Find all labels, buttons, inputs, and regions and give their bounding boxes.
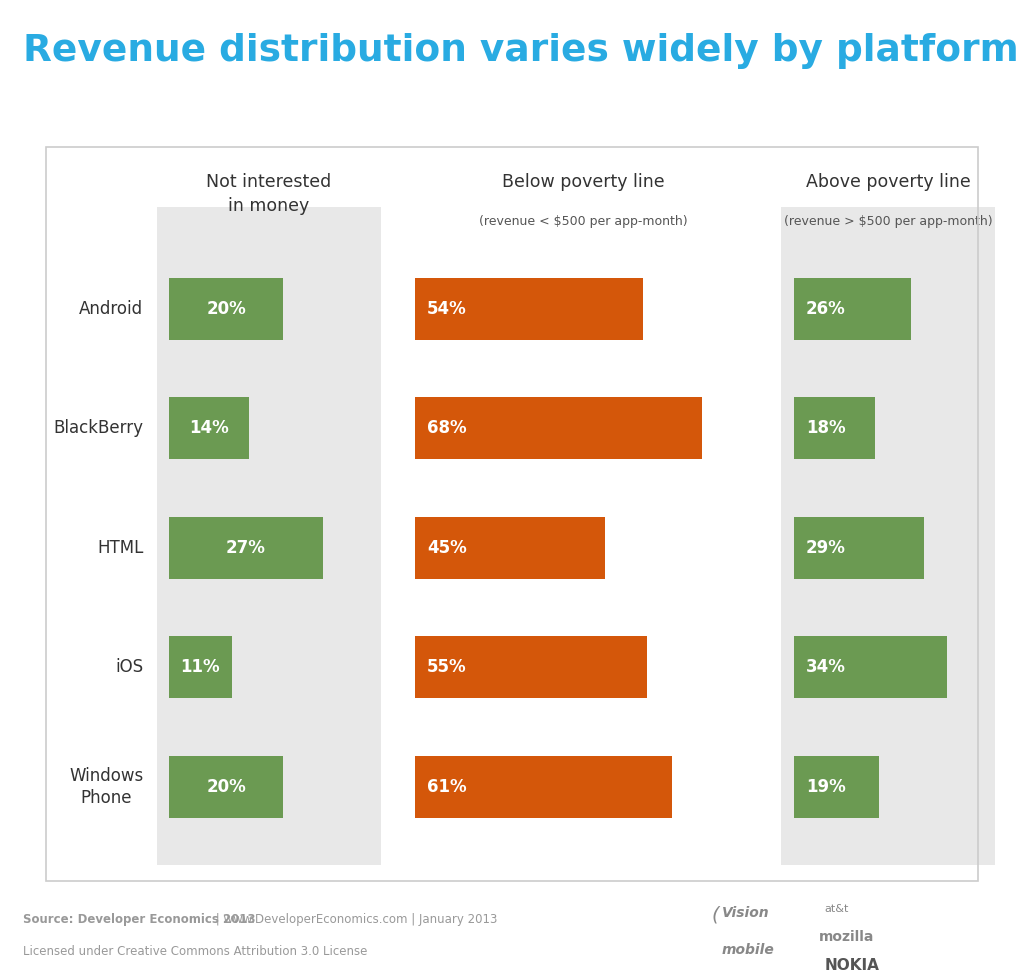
Bar <box>415 755 673 818</box>
Text: Above poverty line: Above poverty line <box>806 174 971 191</box>
Text: (revenue < $500 per app-month): (revenue < $500 per app-month) <box>479 215 688 228</box>
Text: Vision: Vision <box>722 906 770 919</box>
Bar <box>157 207 381 866</box>
Text: Android: Android <box>79 300 143 318</box>
Bar <box>794 755 880 818</box>
Bar <box>415 397 702 460</box>
Text: 45%: 45% <box>427 539 467 556</box>
Text: BlackBerry: BlackBerry <box>53 420 143 437</box>
Text: % of developers (n=2,534): % of developers (n=2,534) <box>23 95 337 115</box>
Text: mobile: mobile <box>722 943 775 956</box>
Text: (: ( <box>712 906 719 924</box>
Text: 19%: 19% <box>806 778 846 795</box>
Text: iOS: iOS <box>116 658 143 676</box>
Text: 54%: 54% <box>427 300 467 318</box>
Text: 11%: 11% <box>180 658 220 676</box>
Bar <box>169 636 231 699</box>
Text: (revenue > $500 per app-month): (revenue > $500 per app-month) <box>784 215 992 228</box>
Text: | www.DeveloperEconomics.com | January 2013: | www.DeveloperEconomics.com | January 2… <box>212 913 498 926</box>
Text: HTML: HTML <box>97 539 143 556</box>
Text: Licensed under Creative Commons Attribution 3.0 License: Licensed under Creative Commons Attribut… <box>23 945 367 958</box>
Text: 14%: 14% <box>189 420 228 437</box>
Text: NOKIA: NOKIA <box>824 958 880 973</box>
Text: Source: Developer Economics 2013: Source: Developer Economics 2013 <box>23 913 255 926</box>
Bar <box>415 278 643 340</box>
Text: 68%: 68% <box>427 420 467 437</box>
Bar <box>169 516 323 579</box>
Text: Not interested
in money: Not interested in money <box>206 174 332 215</box>
Bar <box>794 278 911 340</box>
Bar <box>794 397 874 460</box>
Text: mozilla: mozilla <box>819 930 874 945</box>
Text: 18%: 18% <box>806 420 846 437</box>
Text: 61%: 61% <box>427 778 467 795</box>
Text: 20%: 20% <box>206 778 246 795</box>
Bar <box>794 516 925 579</box>
Text: 34%: 34% <box>806 658 846 676</box>
Bar <box>415 516 605 579</box>
Bar <box>415 636 647 699</box>
Bar <box>169 278 283 340</box>
Text: 20%: 20% <box>206 300 246 318</box>
Bar <box>169 397 249 460</box>
Bar <box>794 636 947 699</box>
Text: 55%: 55% <box>427 658 467 676</box>
Text: Revenue distribution varies widely by platform: Revenue distribution varies widely by pl… <box>23 33 1018 69</box>
Text: at&t: at&t <box>824 904 849 914</box>
Bar <box>781 207 995 866</box>
Bar <box>169 755 283 818</box>
Text: Windows
Phone: Windows Phone <box>69 767 143 807</box>
Text: 27%: 27% <box>226 539 266 556</box>
Text: 29%: 29% <box>806 539 846 556</box>
Text: Below poverty line: Below poverty line <box>503 174 665 191</box>
Text: 26%: 26% <box>806 300 846 318</box>
